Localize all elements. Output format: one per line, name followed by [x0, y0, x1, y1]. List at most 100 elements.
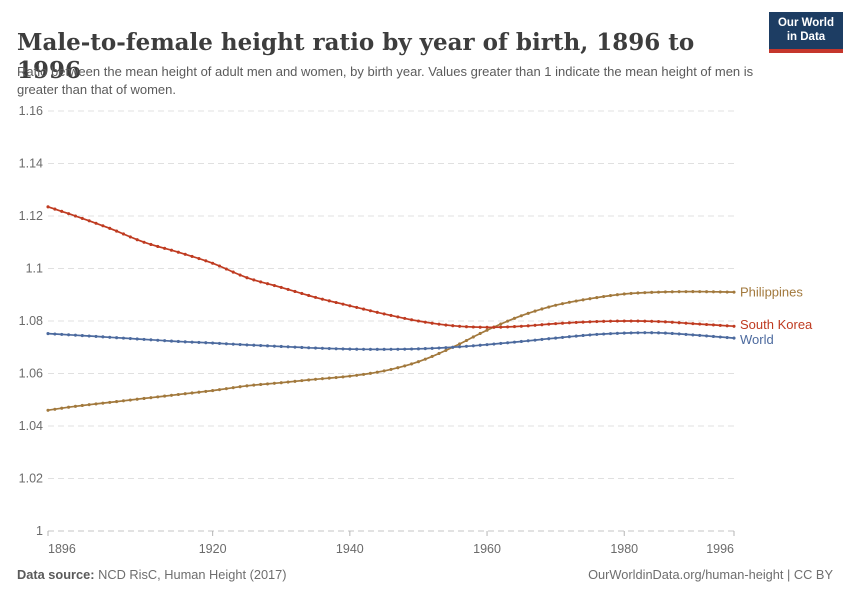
- series-dot-philippines: [410, 362, 414, 366]
- series-label-philippines: Philippines: [740, 285, 803, 300]
- series-dot-philippines: [320, 377, 324, 381]
- series-dot-world: [313, 346, 318, 350]
- series-dot-philippines: [121, 399, 126, 403]
- series-dot-philippines: [231, 386, 235, 390]
- x-tick-label: 1996: [706, 542, 734, 556]
- series-dot-philippines: [53, 407, 57, 411]
- series-dot-philippines: [211, 389, 215, 393]
- series-dot-south-korea: [176, 250, 180, 254]
- series-dot-philippines: [272, 381, 276, 385]
- series-dot-philippines: [183, 392, 187, 396]
- series-dot-philippines: [87, 403, 91, 407]
- series-dot-world: [108, 335, 112, 339]
- series-dot-world: [293, 345, 297, 349]
- series-dot-south-korea: [382, 312, 386, 316]
- series-dot-south-korea: [602, 319, 606, 323]
- series-dot-world: [101, 335, 105, 339]
- series-dot-philippines: [300, 379, 304, 383]
- series-dot-world: [519, 339, 523, 344]
- series-dot-world: [320, 346, 324, 350]
- series-dot-world: [142, 337, 146, 341]
- series-dot-philippines: [732, 290, 736, 294]
- series-dot-philippines: [506, 319, 510, 323]
- series-dot-south-korea: [135, 238, 139, 242]
- series-dot-world: [574, 334, 578, 338]
- series-dot-philippines: [341, 375, 345, 379]
- series-dot-philippines: [691, 290, 695, 294]
- series-dot-south-korea: [183, 252, 187, 256]
- series-dot-south-korea: [684, 321, 688, 325]
- data-source-note: Data source: NCD RisC, Human Height (201…: [17, 567, 287, 582]
- series-dot-philippines: [362, 372, 366, 376]
- series-dot-south-korea: [677, 321, 681, 325]
- series-dot-philippines: [190, 391, 194, 395]
- series-dot-world: [430, 346, 434, 350]
- series-dot-philippines: [663, 290, 667, 294]
- series-dot-south-korea: [705, 322, 709, 327]
- series-dot-philippines: [629, 291, 633, 295]
- series-dot-philippines: [80, 403, 84, 408]
- series-dot-south-korea: [334, 300, 338, 305]
- series-dot-philippines: [608, 294, 613, 298]
- series-dot-philippines: [602, 294, 606, 299]
- series-line-south-korea: [47, 205, 735, 329]
- series-dot-south-korea: [286, 287, 290, 291]
- series-dot-world: [437, 346, 441, 350]
- series-dot-south-korea: [217, 264, 222, 268]
- series-dot-south-korea: [458, 324, 462, 328]
- series-dot-philippines: [684, 290, 688, 294]
- series-dot-philippines: [650, 290, 654, 294]
- series-dot-world: [286, 345, 290, 349]
- series-dot-south-korea: [718, 323, 722, 327]
- series-label-world: World: [740, 332, 774, 347]
- series-dot-world: [588, 333, 592, 337]
- series-dot-south-korea: [711, 323, 715, 327]
- series-dot-philippines: [375, 370, 379, 374]
- series-dot-world: [629, 331, 633, 335]
- x-tick-label: 1960: [473, 542, 501, 556]
- series-dot-south-korea: [307, 293, 311, 298]
- y-tick-label: 1.14: [19, 157, 43, 171]
- series-dot-world: [711, 334, 715, 339]
- series-dot-south-korea: [279, 285, 283, 289]
- series-dot-south-korea: [574, 320, 578, 324]
- series-dot-philippines: [252, 383, 256, 387]
- series-dot-south-korea: [396, 315, 400, 319]
- series-dot-philippines: [430, 354, 434, 358]
- y-tick-label: 1.08: [19, 314, 43, 328]
- series-dot-philippines: [423, 357, 427, 361]
- series-dot-south-korea: [725, 324, 729, 328]
- series-dot-south-korea: [636, 319, 640, 323]
- series-dot-world: [567, 335, 571, 339]
- series-dot-south-korea: [540, 323, 544, 327]
- series-dot-philippines: [94, 402, 98, 406]
- series-dot-world: [238, 342, 242, 347]
- series-dot-philippines: [176, 392, 180, 397]
- series-dot-south-korea: [245, 276, 249, 280]
- series-dot-south-korea: [259, 280, 263, 284]
- series-dot-world: [362, 347, 366, 351]
- series-dot-world: [410, 347, 414, 351]
- series-dot-philippines: [547, 305, 551, 309]
- series-dot-philippines: [519, 314, 523, 318]
- series-dot-south-korea: [410, 318, 414, 322]
- y-tick-label: 1.06: [19, 367, 43, 381]
- series-dot-world: [403, 347, 407, 351]
- series-dot-world: [368, 347, 372, 351]
- series-dot-philippines: [560, 302, 565, 306]
- series-dot-world: [396, 347, 400, 351]
- series-dot-south-korea: [163, 246, 167, 250]
- series-dot-philippines: [142, 396, 146, 400]
- series-dot-world: [265, 344, 270, 348]
- series-dot-south-korea: [190, 254, 194, 258]
- series-dot-south-korea: [437, 322, 441, 326]
- series-dot-philippines: [163, 394, 167, 398]
- series-dot-south-korea: [355, 305, 359, 309]
- series-dot-philippines: [327, 376, 331, 380]
- series-dot-philippines: [217, 388, 222, 392]
- series-dot-philippines: [499, 322, 503, 326]
- series-dot-south-korea: [46, 205, 50, 209]
- series-dot-south-korea: [595, 319, 599, 324]
- series-dot-south-korea: [423, 320, 427, 324]
- series-dot-philippines: [396, 366, 400, 370]
